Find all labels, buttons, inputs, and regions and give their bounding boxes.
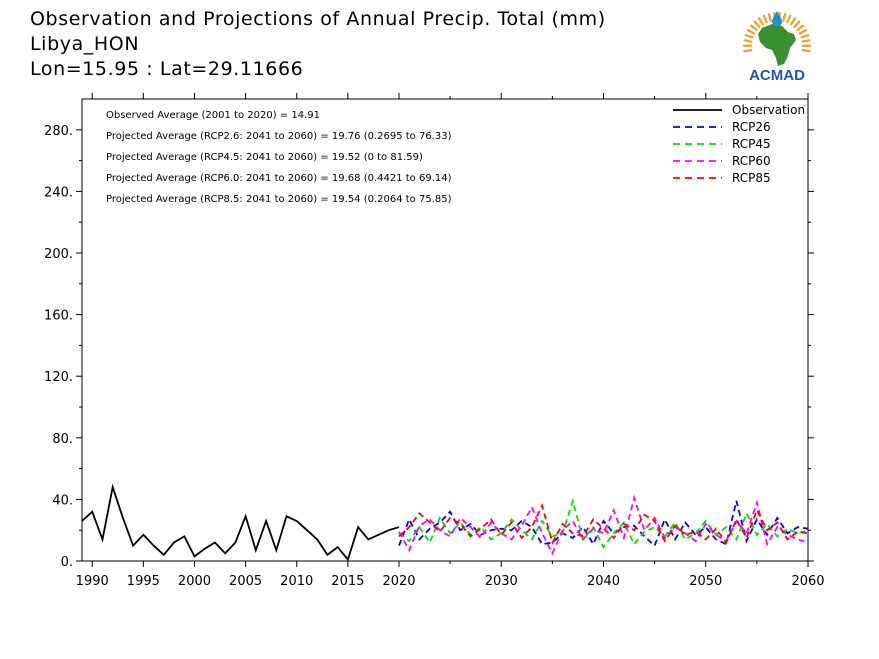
series-line-rcp85 [398, 503, 809, 545]
x-tick-label: 2060 [791, 574, 824, 589]
logo-text: ACMAD [749, 67, 805, 84]
y-tick-label: 240. [44, 185, 73, 200]
series-line-rcp26 [398, 500, 809, 548]
legend-label-rcp26: RCP26 [732, 120, 771, 134]
water-drop-icon [772, 11, 782, 27]
annotation-1: Projected Average (RCP2.6: 2041 to 2060)… [106, 131, 452, 142]
x-tick-label: 2010 [280, 574, 313, 589]
series-line-rcp45 [398, 497, 809, 549]
chart-title: Observation and Projections of Annual Pr… [30, 8, 606, 30]
africa-icon [758, 24, 796, 66]
x-tick-label: 2000 [178, 574, 211, 589]
acmad-logo: ACMAD [742, 11, 812, 84]
y-tick-label: 280. [44, 124, 73, 139]
y-tick-label: 200. [44, 247, 73, 262]
y-tick-label: 0. [61, 555, 73, 570]
legend-label-rcp85: RCP85 [732, 171, 771, 185]
y-tick-label: 160. [44, 309, 73, 324]
coordinates: Lon=15.95 : Lat=29.11666 [30, 58, 304, 80]
location-name: Libya_HON [30, 33, 140, 55]
plot-frame [81, 98, 809, 562]
annotation-0: Observed Average (2001 to 2020) = 14.91 [106, 110, 320, 121]
legend-label-rcp45: RCP45 [732, 137, 771, 151]
y-tick-label: 80. [52, 432, 73, 447]
legend-label-rcp60: RCP60 [732, 154, 771, 168]
x-tick-label: 2040 [587, 574, 620, 589]
annotation-2: Projected Average (RCP4.5: 2041 to 2060)… [106, 152, 423, 163]
series-line-rcp60 [398, 494, 809, 556]
x-tick-label: 2005 [229, 574, 262, 589]
y-tick-label: 120. [44, 370, 73, 385]
annotation-4: Projected Average (RCP8.5: 2041 to 2060)… [106, 194, 452, 205]
x-tick-label: 1995 [127, 574, 160, 589]
series-line-observation [81, 483, 400, 562]
x-tick-label: 2030 [485, 574, 518, 589]
x-tick-label: 2020 [382, 574, 415, 589]
legend-label-observation: Observation [732, 103, 805, 117]
x-tick-label: 2050 [689, 574, 722, 589]
y-tick-label: 40. [52, 493, 73, 508]
x-tick-label: 1990 [76, 574, 109, 589]
sun-rays-icon [742, 12, 812, 53]
annotation-3: Projected Average (RCP6.0: 2041 to 2060)… [106, 173, 452, 184]
x-tick-label: 2015 [331, 574, 364, 589]
